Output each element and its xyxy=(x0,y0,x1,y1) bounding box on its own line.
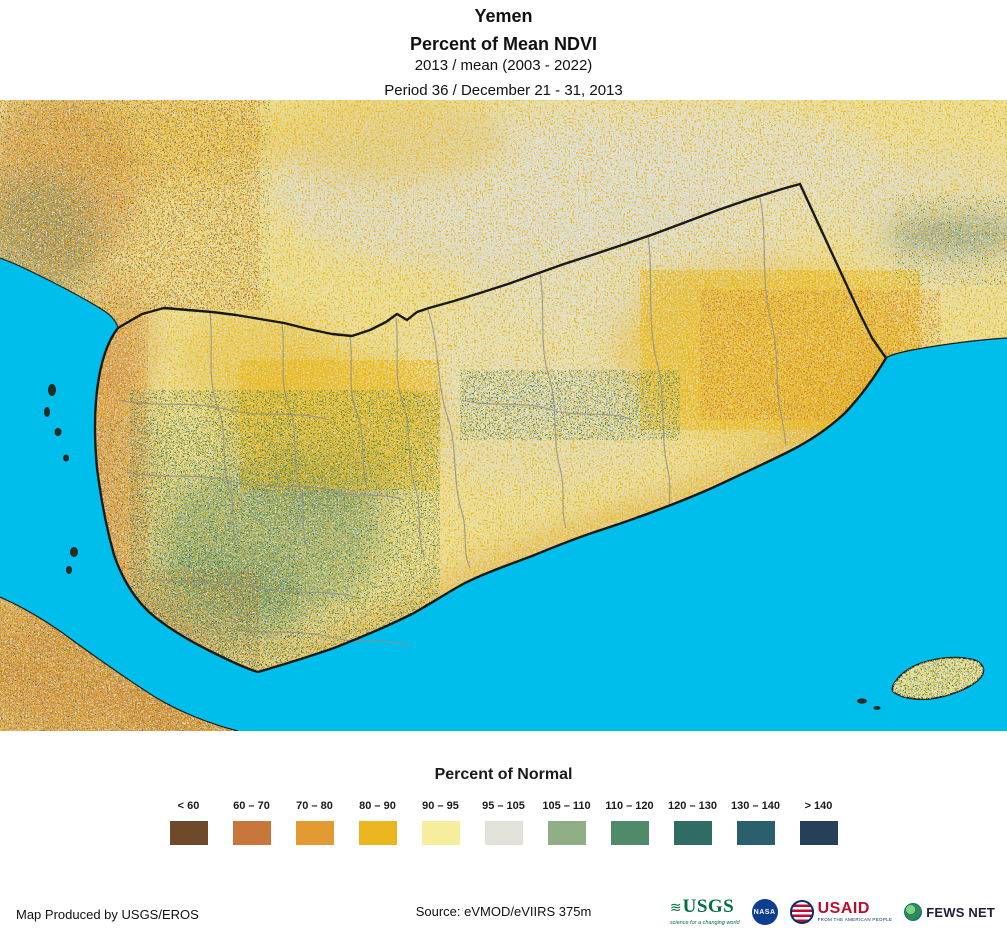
legend-swatch xyxy=(358,821,397,845)
legend-swatch xyxy=(799,821,838,845)
legend-item: 70 – 80 xyxy=(283,800,346,845)
produced-by-text: Map Produced by USGS/EROS xyxy=(16,907,199,922)
legend-swatch xyxy=(736,821,775,845)
footer: Map Produced by USGS/EROS Source: eVMOD/… xyxy=(0,890,1007,936)
admin-boundaries xyxy=(117,197,787,647)
legend: Percent of Normal < 60 60 – 70 70 – 80 8… xyxy=(0,766,1007,845)
legend-swatch xyxy=(232,821,271,845)
legend-title: Percent of Normal xyxy=(434,766,573,783)
source-text: Source: eVMOD/eVIIRS 375m xyxy=(415,904,592,919)
legend-swatch xyxy=(295,821,334,845)
legend-swatch xyxy=(673,821,712,845)
map-canvas xyxy=(0,100,1007,731)
map-period-line: Period 36 / December 21 - 31, 2013 xyxy=(384,81,623,99)
legend-item: 120 – 130 xyxy=(661,800,724,845)
usgs-wave-icon: ≋ xyxy=(669,898,682,915)
usgs-logo: ≋ USGS science for a changing world xyxy=(669,896,740,927)
map-subtitle: Percent of Mean NDVI xyxy=(409,33,598,54)
yemen-border xyxy=(93,182,888,674)
map-header: Yemen Percent of Mean NDVI 2013 / mean (… xyxy=(0,0,1007,100)
legend-item: 80 – 90 xyxy=(346,800,409,845)
small-islands xyxy=(44,384,881,710)
legend-row: < 60 60 – 70 70 – 80 80 – 90 90 – 95 95 … xyxy=(0,800,1007,845)
nasa-meatball-icon: NASA xyxy=(751,899,778,925)
logo-strip: ≋ USGS science for a changing world NASA… xyxy=(670,894,995,930)
legend-swatch xyxy=(421,821,460,845)
ndvi-map-svg xyxy=(0,100,1007,731)
nasa-logo: NASA xyxy=(751,899,778,925)
fews-net-logo: FEWS NET xyxy=(904,903,995,921)
ndvi-texture xyxy=(0,100,1007,731)
usaid-logo: USAID FROM THE AMERICAN PEOPLE xyxy=(789,900,893,924)
legend-item: 60 – 70 xyxy=(220,800,283,845)
usaid-emblem-icon xyxy=(789,900,814,924)
legend-swatch xyxy=(484,821,523,845)
map-title: Yemen xyxy=(474,6,533,26)
legend-item: < 60 xyxy=(157,800,220,845)
legend-item: 90 – 95 xyxy=(409,800,472,845)
legend-item: 95 – 105 xyxy=(472,800,535,845)
legend-swatch xyxy=(610,821,649,845)
legend-item: 130 – 140 xyxy=(724,800,787,845)
legend-item: 105 – 110 xyxy=(535,800,598,845)
coastlines xyxy=(0,257,1007,731)
legend-swatch xyxy=(169,821,208,845)
map-ratio-line: 2013 / mean (2003 - 2022) xyxy=(414,57,593,75)
legend-item: 110 – 120 xyxy=(598,800,661,845)
legend-swatch xyxy=(547,821,586,845)
globe-icon xyxy=(904,903,923,921)
speckle-layers xyxy=(0,100,1007,731)
legend-item: > 140 xyxy=(787,800,850,845)
